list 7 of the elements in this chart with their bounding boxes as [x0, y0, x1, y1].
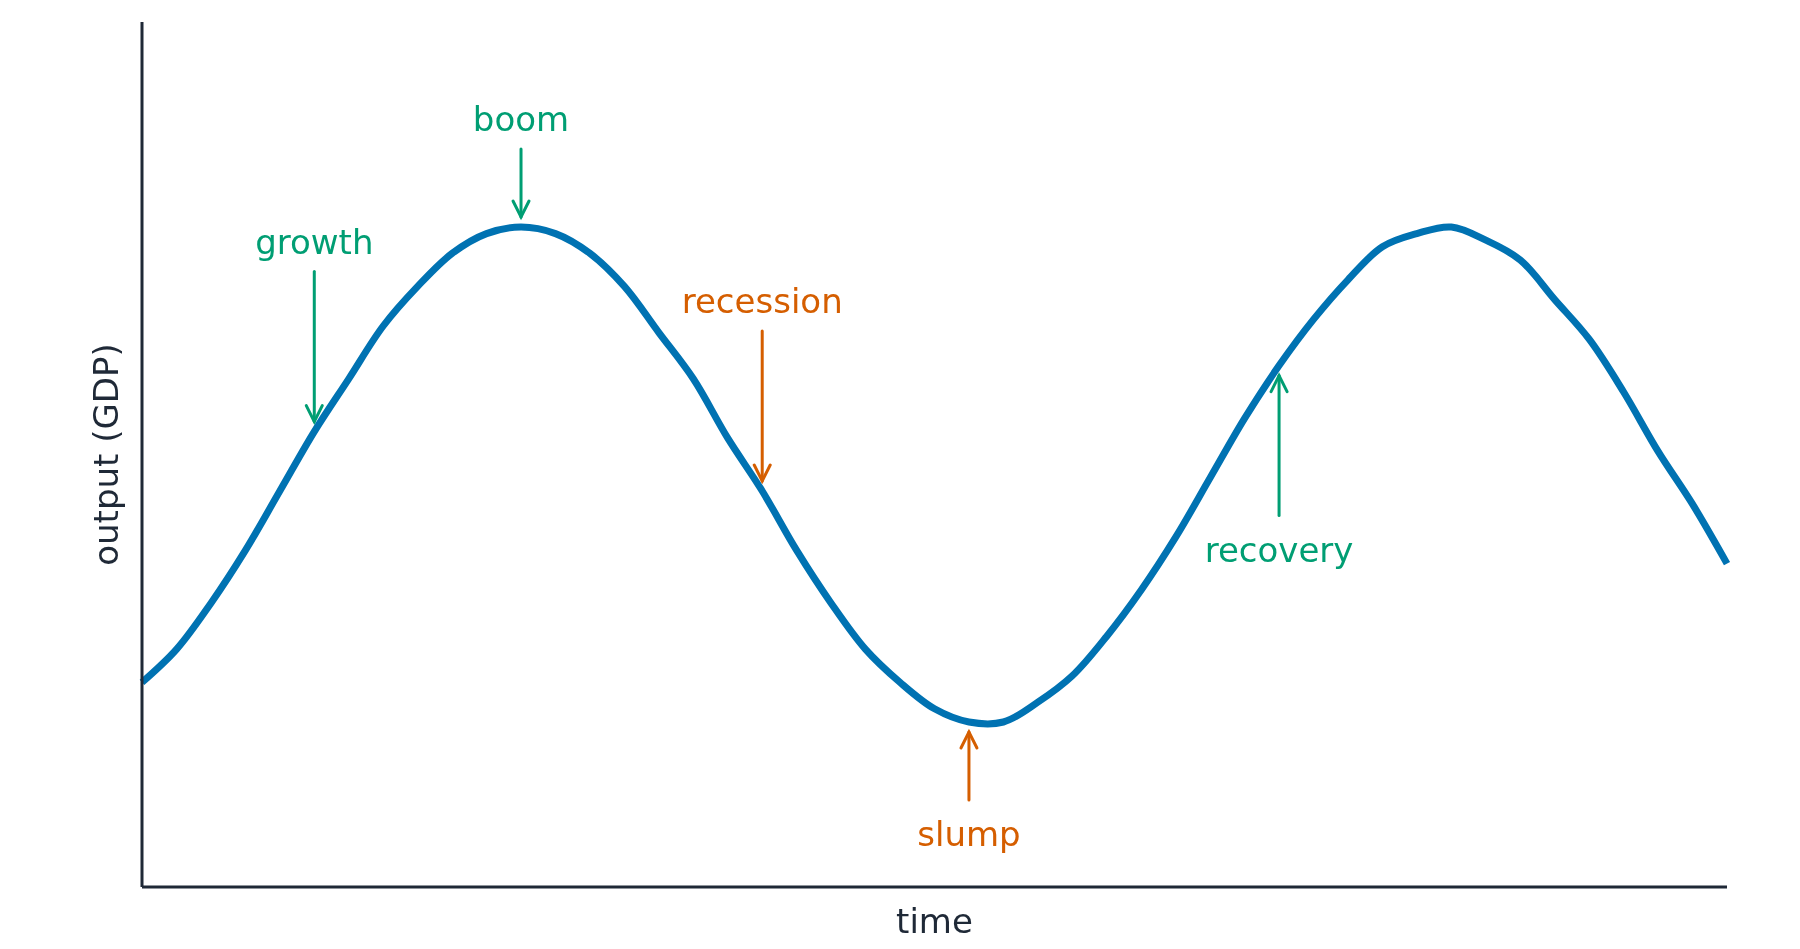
annotation: recession: [681, 281, 843, 321]
text: boom: [472, 99, 570, 139]
annotation: slump: [917, 814, 1021, 854]
y-axis-title: output (GDP): [86, 343, 126, 566]
annotation: growth: [255, 221, 374, 262]
x-axis-title: time: [896, 901, 973, 941]
annotation: recovery: [1204, 529, 1354, 570]
